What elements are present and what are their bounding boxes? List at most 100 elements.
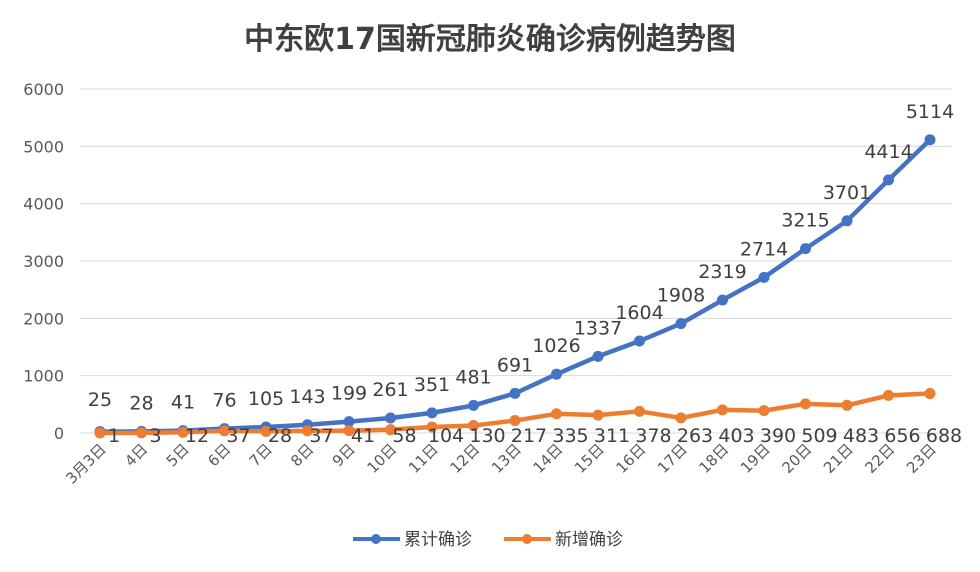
data-label-new: 688 [926, 425, 962, 447]
data-point[interactable] [841, 399, 853, 411]
data-point[interactable] [343, 425, 355, 437]
data-point[interactable] [634, 405, 645, 417]
x-axis-ticks: 3月3日 4日 5日 6日 7日 8日 9日 10日 11日 12日 13日 14日 15日 16日 17日… [62, 440, 939, 487]
data-label-cumulative: 5114 [906, 101, 954, 123]
legend-label-new: 新增确诊 [555, 530, 623, 550]
data-label-new: 311 [594, 425, 630, 447]
data-point[interactable] [509, 387, 521, 399]
data-label-cumulative: 1337 [574, 317, 622, 339]
data-label-cumulative: 28 [129, 392, 153, 414]
x-tick-label: 3月3日 [62, 440, 109, 487]
data-point[interactable] [758, 405, 770, 417]
legend: 累计确诊 新增确诊 [353, 530, 623, 550]
data-point[interactable] [385, 424, 396, 436]
data-label-new: 37 [309, 425, 333, 447]
data-point[interactable] [551, 368, 562, 380]
data-label-cumulative: 3215 [781, 210, 829, 232]
data-point[interactable] [924, 388, 936, 400]
data-point[interactable] [385, 412, 396, 424]
data-label-cumulative: 1604 [615, 302, 663, 324]
data-point[interactable] [426, 407, 438, 419]
data-point[interactable] [883, 174, 894, 186]
data-label-new: 403 [718, 425, 754, 447]
data-point[interactable] [468, 399, 479, 411]
y-axis-ticks: 0 1000 2000 3000 4000 5000 6000 [23, 80, 64, 443]
data-label-cumulative: 199 [331, 383, 367, 405]
data-labels: 25 28 41 76 105 143 199 261 351 48169110261337160… [88, 101, 962, 447]
legend-marker-new [522, 534, 532, 544]
data-label-cumulative: 4414 [864, 141, 912, 163]
data-point[interactable] [426, 421, 438, 433]
y-tick-label: 3000 [23, 252, 64, 271]
data-point[interactable] [592, 350, 604, 362]
data-point[interactable] [800, 243, 811, 255]
data-label-cumulative: 1026 [532, 335, 580, 357]
data-point[interactable] [924, 134, 936, 146]
y-tick-label: 1000 [23, 367, 64, 386]
data-point[interactable] [343, 416, 355, 428]
legend-item-new[interactable]: 新增确诊 [504, 530, 623, 550]
data-label-cumulative: 1908 [657, 285, 705, 307]
data-point[interactable] [841, 215, 853, 227]
data-label-new: 656 [884, 425, 920, 447]
data-label-new: 41 [351, 425, 375, 447]
chart-title: 中东欧17国新冠肺炎确诊病例趋势图 [244, 22, 736, 57]
data-label-new: 378 [635, 425, 671, 447]
y-tick-label: 4000 [23, 195, 64, 214]
data-label-new: 390 [760, 425, 796, 447]
data-label-cumulative: 481 [455, 366, 491, 388]
data-label-new: 263 [677, 425, 713, 447]
data-point[interactable] [551, 408, 562, 420]
data-label-new: 12 [185, 425, 209, 447]
data-point[interactable] [675, 412, 687, 424]
data-point[interactable] [634, 335, 645, 347]
data-point[interactable] [883, 389, 894, 401]
data-label-cumulative: 2714 [740, 238, 788, 260]
data-label-cumulative: 691 [497, 354, 533, 376]
legend-marker-cumulative [371, 534, 381, 544]
data-point[interactable] [302, 425, 313, 437]
data-label-new: 58 [392, 425, 416, 447]
data-label-new: 104 [428, 425, 464, 447]
data-point[interactable] [94, 427, 106, 439]
y-tick-label: 5000 [23, 137, 64, 156]
data-point[interactable] [468, 420, 479, 432]
data-point[interactable] [717, 294, 728, 306]
data-point[interactable] [509, 415, 521, 427]
data-point[interactable] [758, 271, 770, 283]
data-label-new: 483 [843, 425, 879, 447]
data-point[interactable] [260, 425, 272, 437]
data-point[interactable] [177, 426, 189, 438]
data-label-cumulative: 41 [171, 392, 195, 414]
data-point[interactable] [675, 318, 687, 330]
data-label-new: 3 [149, 425, 161, 447]
y-tick-label: 6000 [23, 80, 64, 99]
gridlines [80, 88, 952, 434]
series-lines [94, 134, 936, 439]
legend-item-cumulative[interactable]: 累计确诊 [353, 530, 472, 550]
data-point[interactable] [800, 398, 811, 410]
data-label-new: 28 [268, 425, 292, 447]
y-tick-label: 2000 [23, 309, 64, 328]
data-point[interactable] [219, 425, 230, 437]
data-label-new: 37 [226, 425, 250, 447]
data-point[interactable] [592, 409, 604, 421]
data-label-cumulative: 25 [88, 389, 112, 411]
series-line-cumulative [97, 137, 933, 434]
data-label-new: 130 [469, 425, 505, 447]
data-label-new: 335 [552, 425, 588, 447]
y-tick-label: 0 [54, 424, 64, 443]
data-label-new: 217 [511, 425, 547, 447]
data-point[interactable] [136, 427, 147, 439]
data-label-cumulative: 261 [372, 379, 408, 401]
x-tick-label: 4日 [121, 440, 151, 470]
data-label-new: 509 [801, 425, 837, 447]
legend-label-cumulative: 累计确诊 [404, 530, 472, 550]
data-label-cumulative: 76 [212, 390, 236, 412]
data-point[interactable] [717, 404, 728, 416]
data-label-cumulative: 3701 [823, 182, 871, 204]
data-label-cumulative: 143 [289, 386, 325, 408]
data-label-cumulative: 351 [414, 374, 450, 396]
